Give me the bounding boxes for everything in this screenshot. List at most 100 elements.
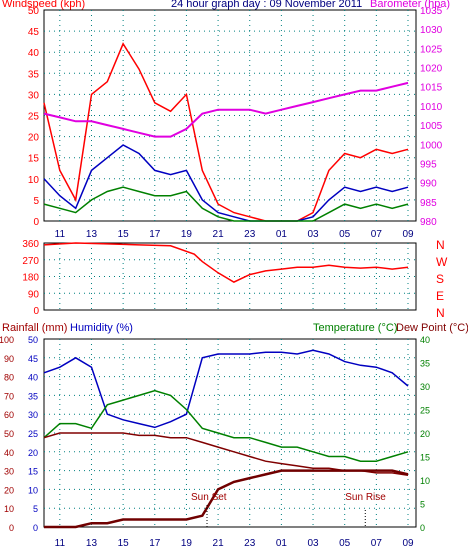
baro-ytick-label: 980 bbox=[420, 217, 437, 228]
x-tick-label: 13 bbox=[86, 538, 98, 549]
x-tick-label: 19 bbox=[181, 229, 193, 240]
baro-ytick-label: 1030 bbox=[420, 25, 443, 36]
baro-ytick-label: 1005 bbox=[420, 121, 443, 132]
baro-ytick-label: 985 bbox=[420, 198, 437, 209]
temp-ytick-label: 25 bbox=[420, 406, 430, 416]
x-tick-label: 23 bbox=[244, 229, 256, 240]
temp-ytick-label: 10 bbox=[420, 476, 430, 486]
temp-ytick-label: 35 bbox=[420, 359, 430, 369]
x-tick-label: 21 bbox=[213, 229, 225, 240]
series-barometer bbox=[43, 81, 409, 138]
humidity-ytick-label: 5 bbox=[33, 504, 38, 514]
x-tick-label: 03 bbox=[307, 538, 319, 549]
wind-ytick-label: 40 bbox=[28, 48, 40, 59]
series-direction_avg bbox=[43, 186, 409, 222]
x-tick-label: 13 bbox=[86, 229, 98, 240]
rain-ytick-label: 80 bbox=[4, 373, 14, 383]
rain-ytick-label: 10 bbox=[4, 504, 14, 514]
wind-ytick-label: 0 bbox=[33, 217, 39, 228]
x-tick-label: 17 bbox=[149, 538, 161, 549]
wind-ytick-label: 5 bbox=[33, 196, 39, 207]
x-tick-label: 15 bbox=[118, 538, 130, 549]
wind-ytick-label: 15 bbox=[28, 154, 40, 165]
rain-ytick-label: 50 bbox=[4, 429, 14, 439]
series-speed bbox=[43, 144, 409, 222]
rain-ytick-label: 70 bbox=[4, 391, 14, 401]
x-tick-label: 05 bbox=[339, 538, 351, 549]
dir-ytick-label: 270 bbox=[22, 256, 39, 267]
x-tick-label: 03 bbox=[307, 229, 319, 240]
compass-label: E bbox=[436, 289, 444, 303]
compass-label: N bbox=[436, 306, 445, 320]
series-temperature bbox=[43, 389, 409, 462]
humidity-ytick-label: 30 bbox=[28, 410, 38, 420]
humidity-label: Humidity (%) bbox=[70, 322, 133, 334]
series-gust bbox=[43, 42, 409, 222]
dir-ytick-label: 180 bbox=[22, 273, 39, 284]
x-tick-label: 21 bbox=[213, 538, 225, 549]
baro-ytick-label: 1025 bbox=[420, 44, 443, 55]
wind-ytick-label: 25 bbox=[28, 112, 40, 123]
humidity-ytick-label: 10 bbox=[28, 485, 38, 495]
baro-ytick-label: 1020 bbox=[420, 64, 443, 75]
dir-ytick-label: 360 bbox=[22, 239, 39, 250]
baro-ytick-label: 1015 bbox=[420, 83, 443, 94]
wind-ytick-label: 10 bbox=[28, 175, 40, 186]
wind-ytick-label: 30 bbox=[28, 90, 40, 101]
graph-title: 24 hour graph day : 09 November 2011 bbox=[171, 0, 363, 10]
temp-ytick-label: 0 bbox=[420, 523, 425, 533]
sunset-label: Sun Set bbox=[191, 492, 227, 503]
x-tick-label: 07 bbox=[371, 538, 383, 549]
x-tick-label: 01 bbox=[276, 538, 288, 549]
windspeed-label: Windspeed (kph) bbox=[2, 0, 86, 10]
barometer-label: Barometer (hpa) bbox=[370, 0, 451, 10]
humidity-ytick-label: 0 bbox=[33, 523, 38, 533]
rain-ytick-label: 40 bbox=[4, 448, 14, 458]
humidity-ytick-label: 15 bbox=[28, 467, 38, 477]
series-wind-direction bbox=[43, 242, 409, 283]
series-dewpoint bbox=[43, 432, 409, 477]
x-tick-label: 07 bbox=[371, 229, 383, 240]
temp-ytick-label: 20 bbox=[420, 429, 430, 439]
dir-ytick-label: 0 bbox=[33, 306, 39, 317]
humidity-ytick-label: 25 bbox=[28, 429, 38, 439]
humidity-ytick-label: 45 bbox=[28, 354, 38, 364]
x-tick-label: 11 bbox=[55, 229, 66, 240]
series-humidity bbox=[43, 349, 409, 429]
rain-ytick-label: 0 bbox=[9, 523, 14, 533]
wind-ytick-label: 35 bbox=[28, 69, 40, 80]
humidity-ytick-label: 40 bbox=[28, 373, 38, 383]
rain-ytick-label: 100 bbox=[0, 335, 14, 345]
rain-ytick-label: 30 bbox=[4, 467, 14, 477]
x-tick-label: 17 bbox=[149, 229, 161, 240]
baro-ytick-label: 1000 bbox=[420, 140, 443, 151]
x-tick-label: 15 bbox=[118, 229, 130, 240]
baro-ytick-label: 1035 bbox=[420, 6, 443, 17]
x-tick-label: 09 bbox=[402, 538, 414, 549]
x-tick-label: 05 bbox=[339, 229, 351, 240]
compass-label: W bbox=[436, 255, 448, 269]
x-tick-label: 11 bbox=[55, 538, 66, 549]
humidity-ytick-label: 35 bbox=[28, 391, 38, 401]
rain-ytick-label: 20 bbox=[4, 485, 14, 495]
baro-ytick-label: 995 bbox=[420, 159, 437, 170]
temp-ytick-label: 40 bbox=[420, 335, 430, 345]
rain-ytick-label: 60 bbox=[4, 410, 14, 420]
baro-ytick-label: 1010 bbox=[420, 102, 443, 113]
wind-ytick-label: 45 bbox=[28, 27, 40, 38]
dewpoint-label: Dew Point (°C) bbox=[396, 322, 468, 334]
rainfall-label: Rainfall (mm) bbox=[2, 322, 67, 334]
x-tick-label: 19 bbox=[181, 538, 193, 549]
wind-ytick-label: 50 bbox=[28, 6, 40, 17]
sunrise-label: Sun Rise bbox=[345, 492, 386, 503]
x-tick-label: 09 bbox=[402, 229, 414, 240]
compass-label: N bbox=[436, 238, 445, 252]
compass-label: S bbox=[436, 272, 444, 286]
temp-ytick-label: 5 bbox=[420, 500, 425, 510]
wind-ytick-label: 20 bbox=[28, 133, 40, 144]
baro-ytick-label: 990 bbox=[420, 179, 437, 190]
x-tick-label: 01 bbox=[276, 229, 288, 240]
rain-ytick-label: 90 bbox=[4, 354, 14, 364]
